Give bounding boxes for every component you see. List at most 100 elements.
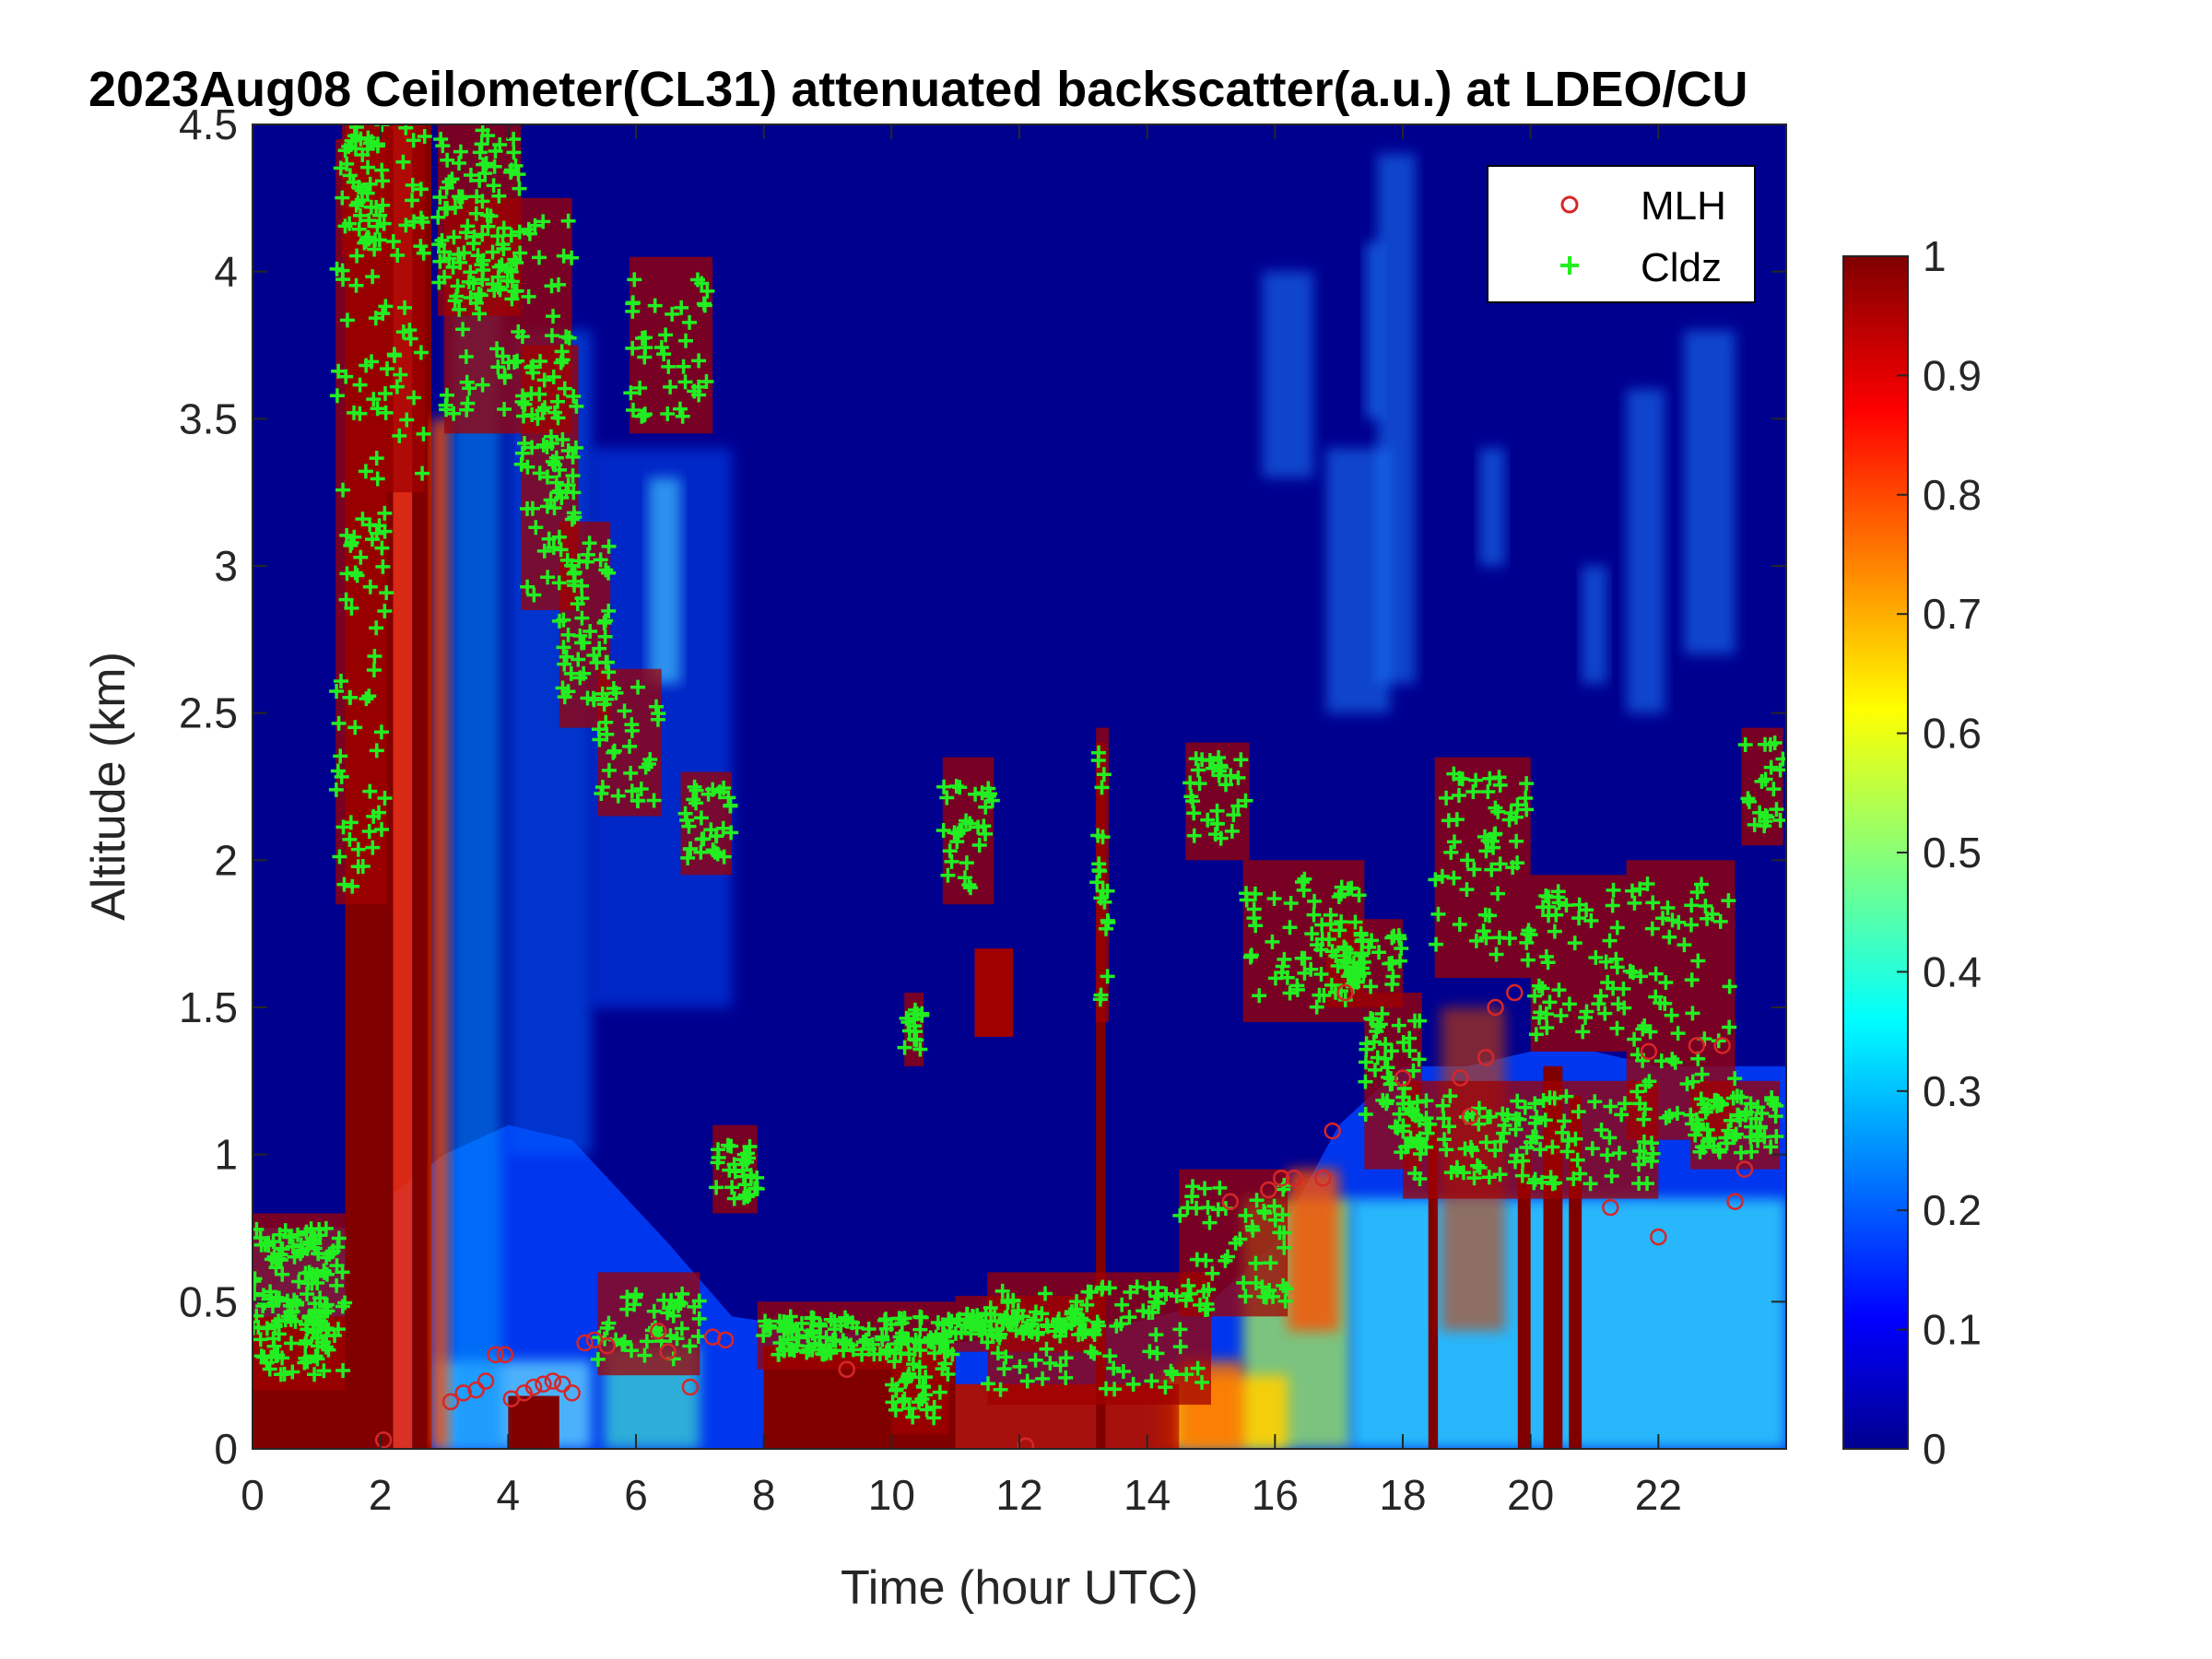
cldz-point: [1266, 1198, 1282, 1214]
cldz-point: [1747, 817, 1762, 832]
cldz-point: [1344, 880, 1359, 896]
cldz-point: [1336, 952, 1352, 968]
cldz-point: [1579, 902, 1594, 918]
cldz-point: [1314, 917, 1330, 933]
cldz-point: [676, 359, 691, 374]
mlh-point: [598, 1336, 617, 1355]
cldz-point: [974, 785, 990, 801]
cldz-point: [1711, 1033, 1726, 1049]
cldz-point: [536, 543, 552, 559]
cldz-point: [743, 1168, 759, 1183]
cldz-point: [1702, 1131, 1718, 1147]
cldz-point: [696, 296, 712, 312]
cldz-point: [1719, 1135, 1735, 1151]
cldz-point: [780, 1332, 795, 1347]
cldz-point: [993, 1326, 1008, 1342]
cldz-point: [331, 715, 347, 731]
cldz-point: [560, 213, 576, 229]
cldz-point: [970, 1312, 985, 1328]
mlh-point: [1640, 1042, 1658, 1061]
cldz-point: [1313, 942, 1329, 958]
cldz-point: [1443, 844, 1459, 860]
cldz-point: [1632, 881, 1648, 897]
cldz-point: [601, 565, 617, 581]
cldz-point: [475, 227, 490, 242]
cldz-point: [369, 620, 384, 636]
cldz-point: [389, 379, 405, 394]
cldz-point: [952, 780, 968, 795]
cldz-point: [601, 762, 617, 778]
cldz-point: [646, 1303, 662, 1319]
cldz-point: [677, 806, 693, 821]
y-tick-label: 0.5: [179, 1277, 238, 1325]
cldz-point: [1630, 1157, 1646, 1172]
cldz-point: [1694, 877, 1710, 892]
cldz-point: [582, 624, 598, 640]
cldz-point: [1446, 834, 1462, 850]
cldz-point: [858, 1332, 874, 1347]
cldz-point: [265, 1234, 281, 1250]
cldz-point: [1186, 828, 1202, 843]
cldz-point: [839, 1336, 854, 1352]
cldz-point: [316, 1363, 332, 1379]
cldz-point: [1446, 870, 1462, 886]
cldz-point: [709, 1180, 724, 1195]
cldz-point: [646, 793, 662, 808]
cldz-point: [475, 377, 490, 393]
cloud-column: [648, 477, 681, 684]
cldz-point: [335, 190, 350, 206]
cldz-point: [677, 374, 693, 390]
cldz-legend-marker: [1560, 256, 1579, 275]
cldz-point: [674, 1321, 689, 1336]
cldz-point: [1665, 912, 1680, 928]
mlh-point: [535, 1375, 552, 1393]
cldz-point: [532, 465, 547, 481]
cldz-point: [1768, 1109, 1783, 1124]
cldz-point: [1452, 916, 1467, 932]
cldz-point: [546, 309, 561, 324]
cldz-point: [660, 406, 676, 422]
cirrus-patch: [1684, 330, 1735, 654]
cldz-point: [1694, 1066, 1710, 1082]
cldz-point: [1588, 950, 1604, 966]
cldz-point: [1384, 956, 1400, 971]
cldz-point: [606, 743, 622, 759]
mlh-point: [681, 1378, 700, 1396]
cldz-point: [1163, 1363, 1179, 1379]
cldz-point: [887, 1354, 902, 1370]
mlh-point: [1735, 1160, 1754, 1178]
cldz-point: [555, 352, 571, 368]
cldz-point: [512, 245, 528, 261]
cldz-point: [564, 250, 580, 265]
cldz-point: [623, 385, 639, 401]
mlh-point: [1324, 1122, 1341, 1140]
cldz-point: [1740, 791, 1756, 806]
cldz-point: [572, 670, 588, 686]
cldz-point: [504, 291, 520, 307]
cldz-point: [691, 1293, 707, 1309]
mlh-point: [716, 1331, 735, 1349]
cldz-point: [888, 1402, 903, 1418]
cldz-point: [806, 1311, 821, 1326]
cldz-point: [1092, 864, 1108, 879]
cldz-point: [446, 229, 462, 245]
cldz-point: [353, 549, 369, 565]
cldz-point: [267, 1317, 283, 1333]
cldz-point: [707, 844, 723, 860]
cldz-point: [1632, 1143, 1648, 1159]
cirrus-patch: [1479, 448, 1505, 566]
cldz-point: [923, 1330, 938, 1346]
cirrus-patch: [1582, 566, 1607, 684]
cldz-point: [619, 1301, 635, 1317]
cldz-point: [521, 288, 536, 304]
cldz-point: [1407, 1166, 1423, 1182]
cldz-point: [594, 779, 610, 794]
cldz-point: [392, 428, 407, 443]
cldz-point: [982, 1323, 997, 1338]
cldz-point: [1197, 1181, 1213, 1196]
cldz-point: [905, 1409, 921, 1425]
cldz-point: [1495, 1106, 1511, 1122]
cldz-point: [1159, 1286, 1174, 1301]
cldz-point: [472, 145, 488, 160]
cldz-point: [897, 1040, 912, 1055]
